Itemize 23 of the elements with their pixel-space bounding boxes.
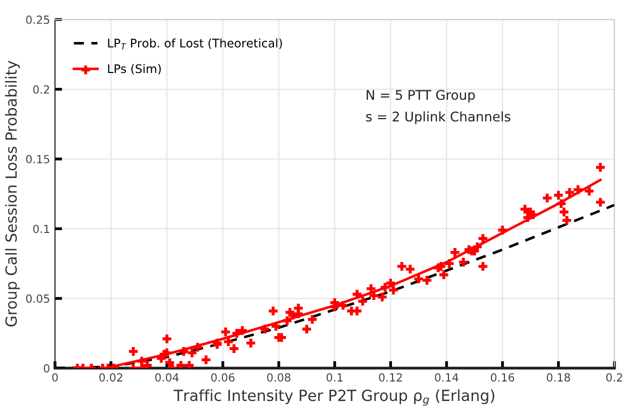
annotation: N = 5 PTT Group [366, 90, 475, 102]
y-tick-label: 0.2 [33, 85, 50, 94]
x-tick-label: 0.14 [434, 373, 458, 382]
legend-label: LPs (Sim) [108, 64, 161, 75]
y-tick-label: 0.1 [33, 224, 50, 234]
y-tick-label: 0.25 [26, 16, 50, 24]
y-tick-label: 0.05 [26, 294, 50, 303]
y-tick-label: 0 [44, 364, 50, 373]
annotation: s = 2 Uplink Channels [366, 111, 510, 124]
x-tick-label: 0.18 [546, 373, 570, 382]
x-tick-label: 0.06 [211, 373, 234, 382]
x-tick-label: 0.1 [326, 373, 342, 382]
y-tick-label: 0.15 [26, 154, 50, 164]
y-axis-title: Group Call Session Loss Probability [5, 60, 20, 326]
x-tick-label: 0.16 [490, 373, 514, 382]
x-tick-label: 0.04 [155, 373, 179, 382]
x-tick-label: 0 [52, 373, 58, 382]
x-tick-label: 0.02 [99, 373, 122, 382]
x-tick-label: 0.08 [267, 373, 290, 382]
x-axis-title: Traffic Intensity Per P2T Group ρ$_{g}$ (Erlang) [174, 389, 494, 406]
x-tick-label: 0.2 [606, 373, 622, 382]
x-tick-label: 0.12 [378, 373, 402, 382]
legend-label: LP$_{T}$ Prob. of Lost (Theoretical) [108, 38, 282, 50]
